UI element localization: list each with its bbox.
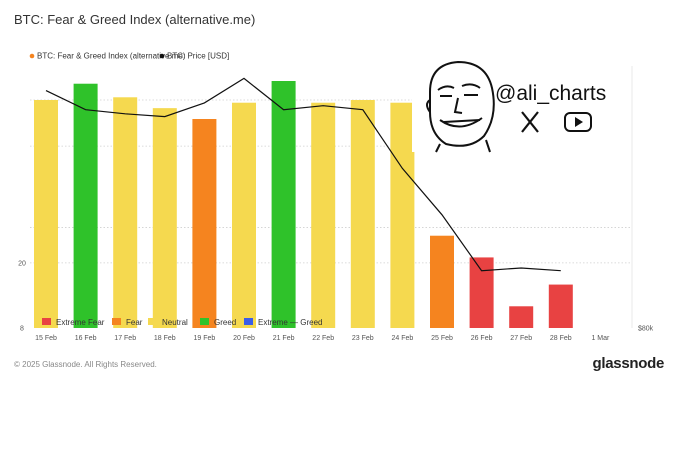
legend-label-neutral: Neutral [162,318,188,327]
bar-16-feb [73,83,98,328]
copyright: © 2025 Glassnode. All Rights Reserved. [14,360,157,369]
x-tick-label: 25 Feb [431,335,453,340]
bar-27-feb [509,306,534,328]
x-tick-label: 1 Mar [591,335,610,340]
bar-21-feb [271,81,296,328]
class-legend: Extreme Fear Fear Neutral Greed Extreme — Gr… [42,318,322,327]
watermark-handle: @ali_charts [495,82,606,105]
x-tick-label: 24 Feb [392,335,414,340]
youtube-icon [564,112,592,132]
y-left-tick-label: 20 [18,260,26,267]
bar-25-feb [430,235,454,328]
legend-swatch-fear [112,318,121,325]
legend-swatch-extreme_greed [244,318,253,325]
y-left-tick-label: 8 [20,326,24,333]
chart-svg: BTC: Fear & Greed Index (alternative.me)… [18,52,654,341]
top-legend-swatch [159,53,165,59]
top-legend-label: BTC: Price [USD] [167,52,229,61]
legend-swatch-neutral [148,318,157,325]
x-tick-label: 20 Feb [233,335,255,340]
bar-26-feb [469,257,494,328]
top-legend-label: BTC: Fear & Greed Index (alternative.me) [37,52,186,61]
x-tick-label: 26 Feb [471,335,493,340]
x-tick-label: 16 Feb [75,335,97,340]
bar-20-feb [232,102,256,328]
x-logo-icon [521,111,539,133]
bar-19-feb [192,119,217,328]
top-legend: BTC: Fear & Greed Index (alternative.me)… [29,52,229,61]
price-line [45,77,561,272]
legend-label-extreme_greed: Extreme — Greed [258,318,322,327]
top-legend-swatch [29,53,35,59]
meme-face-icon [426,60,495,153]
legend-swatch-greed [200,318,209,325]
watermark: @ali_charts [412,60,630,153]
bar-28-feb [548,284,573,328]
bar-24-feb [390,102,415,328]
legend-swatch-extreme_fear [42,318,51,325]
x-tick-label: 21 Feb [273,335,295,340]
bar-23-feb [350,100,375,328]
bar-17-feb [113,97,138,329]
x-tick-label: 27 Feb [510,335,532,340]
x-tick-label: 17 Feb [114,335,136,340]
bar-18-feb [152,108,177,329]
bar-22-feb [311,102,336,328]
x-tick-label: 19 Feb [194,335,216,340]
x-tick-label: 28 Feb [550,335,572,340]
y-right-tick-label: $80k [638,326,654,333]
chart-title: BTC: Fear & Greed Index (alternative.me) [14,12,256,27]
bars-group [34,81,573,329]
brand-logo[interactable]: glassnode [592,355,665,372]
x-tick-label: 22 Feb [312,335,334,340]
bar-15-feb [34,100,58,328]
legend-label-fear: Fear [126,318,143,327]
axis-ticks: 15 Feb 16 Feb 17 Feb 18 Feb 19 Feb 20 Feb 21 F… [18,260,654,340]
x-tick-label: 23 Feb [352,335,374,340]
legend-label-greed: Greed [214,318,236,327]
x-tick-label: 15 Feb [35,335,57,340]
legend-label-extreme_fear: Extreme Fear [56,318,105,327]
x-tick-label: 18 Feb [154,335,176,340]
